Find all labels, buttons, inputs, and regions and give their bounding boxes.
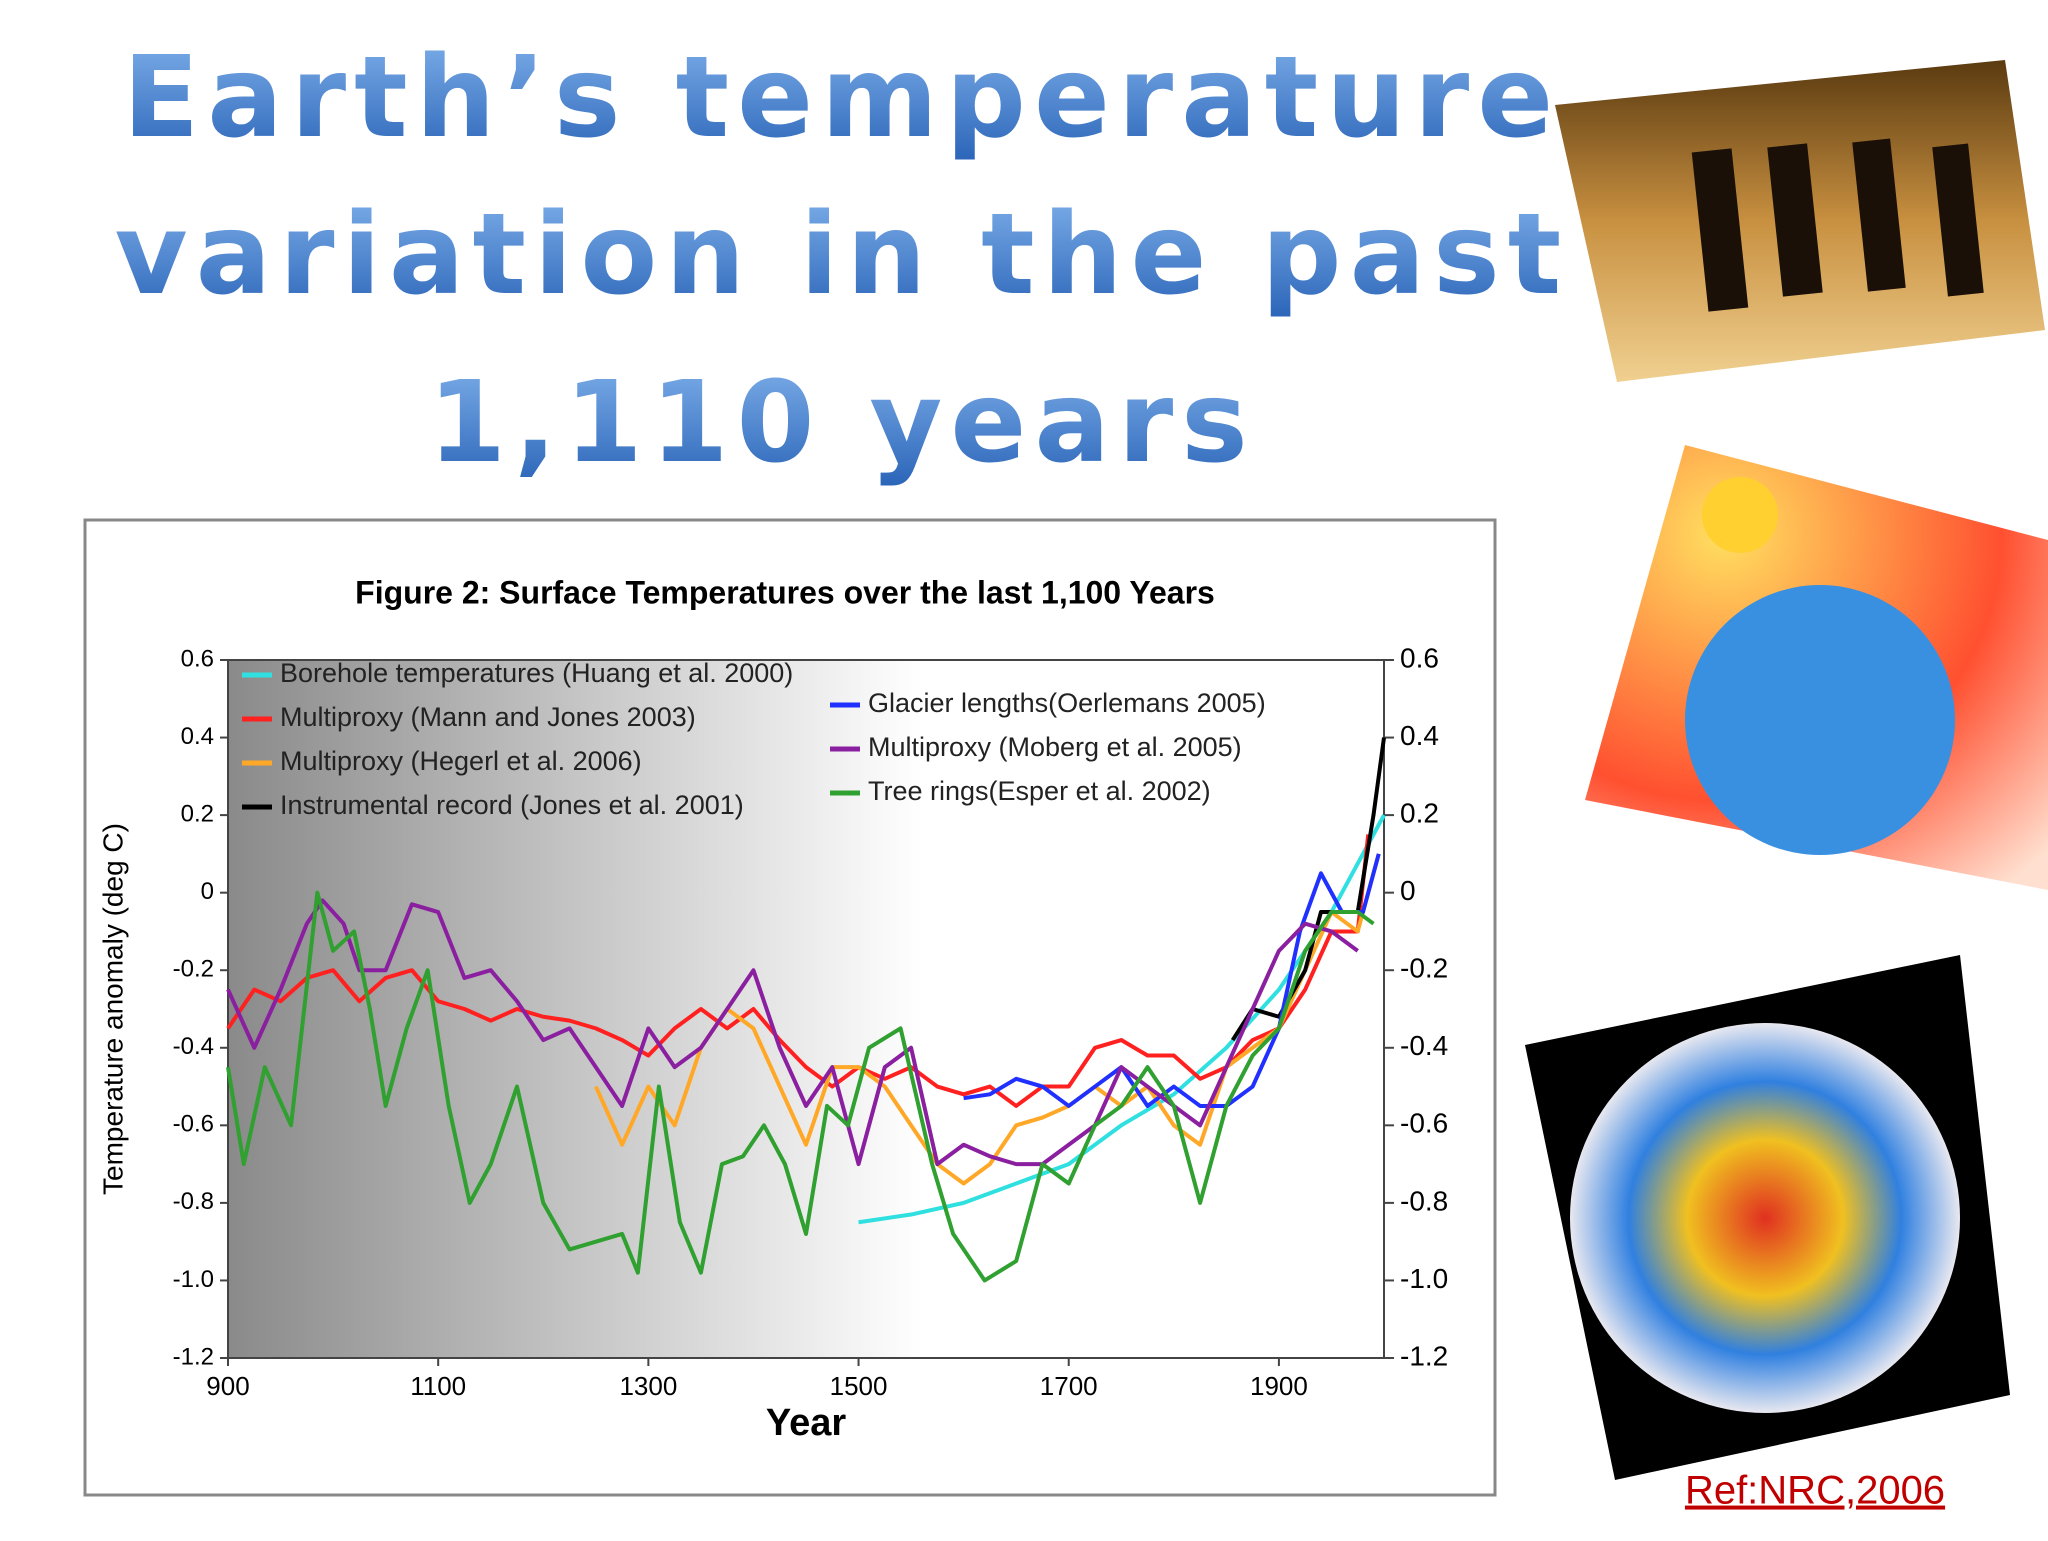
x-tick-label: 1900 — [1250, 1371, 1308, 1401]
y2-tick-label: 0.2 — [1400, 798, 1439, 829]
y2-tick-label: 0.4 — [1400, 720, 1439, 751]
y-tick-label: -1.2 — [173, 1343, 214, 1370]
x-tick-label: 1300 — [619, 1371, 677, 1401]
photo-cartoon-earth — [1585, 445, 2048, 890]
photo-satellite-globe — [1525, 955, 2010, 1480]
photo-smokestacks — [1555, 60, 2045, 382]
x-tick-label: 900 — [206, 1371, 249, 1401]
slide-title: variation in the past — [115, 190, 1570, 320]
x-tick-label: 1500 — [830, 1371, 888, 1401]
chart: Figure 2: Surface Temperatures over the … — [97, 574, 1448, 1444]
legend-label: Multiproxy (Mann and Jones 2003) — [280, 702, 696, 732]
y2-tick-label: 0 — [1400, 875, 1416, 906]
y-tick-label: -0.4 — [173, 1033, 214, 1060]
series-line — [226, 898, 1359, 1167]
y-tick-label: 0 — [201, 878, 214, 905]
slide-title: 1,110 years — [428, 358, 1256, 488]
y2-tick-label: -0.6 — [1400, 1108, 1448, 1139]
series-line — [226, 834, 1371, 1108]
y-tick-label: 0.2 — [181, 800, 214, 827]
legend-label: Borehole temperatures (Huang et al. 2000… — [280, 658, 793, 688]
y2-tick-label: -0.4 — [1400, 1030, 1448, 1061]
y2-tick-label: -0.2 — [1400, 953, 1448, 984]
reference: Ref:NRC,2006 — [1685, 1469, 1945, 1513]
y2-tick-label: 0.6 — [1400, 642, 1439, 673]
legend-label: Multiproxy (Moberg et al. 2005) — [868, 732, 1242, 762]
legend-label: Glacier lengths(Oerlemans 2005) — [868, 688, 1266, 718]
slide-title: Earth’s temperature — [123, 33, 1561, 163]
series-line — [1230, 737, 1386, 1042]
y2-tick-label: -1.0 — [1400, 1263, 1448, 1294]
legend-label: Multiproxy (Hegerl et al. 2006) — [280, 746, 642, 776]
y-tick-label: 0.4 — [181, 723, 214, 750]
x-tick-label: 1700 — [1040, 1371, 1098, 1401]
legend-label: Instrumental record (Jones et al. 2001) — [280, 790, 744, 820]
plot-area — [227, 659, 1385, 1359]
y-tick-label: -0.8 — [173, 1188, 214, 1215]
series-line — [963, 853, 1381, 1108]
y2-tick-label: -0.8 — [1400, 1185, 1448, 1216]
series-line — [226, 890, 1375, 1283]
y-tick-label: 0.6 — [181, 645, 214, 672]
x-axis-label: Year — [766, 1402, 847, 1444]
y-tick-label: -1.0 — [173, 1266, 214, 1293]
y-axis-label: Temperature anomaly (deg C) — [97, 823, 128, 1195]
legend-label: Tree rings(Esper et al. 2002) — [868, 776, 1211, 806]
y-tick-label: -0.6 — [173, 1111, 214, 1138]
x-tick-label: 1100 — [410, 1371, 466, 1401]
chart-title: Figure 2: Surface Temperatures over the … — [355, 574, 1215, 610]
y-tick-label: -0.2 — [173, 956, 214, 983]
y2-tick-label: -1.2 — [1400, 1340, 1448, 1371]
